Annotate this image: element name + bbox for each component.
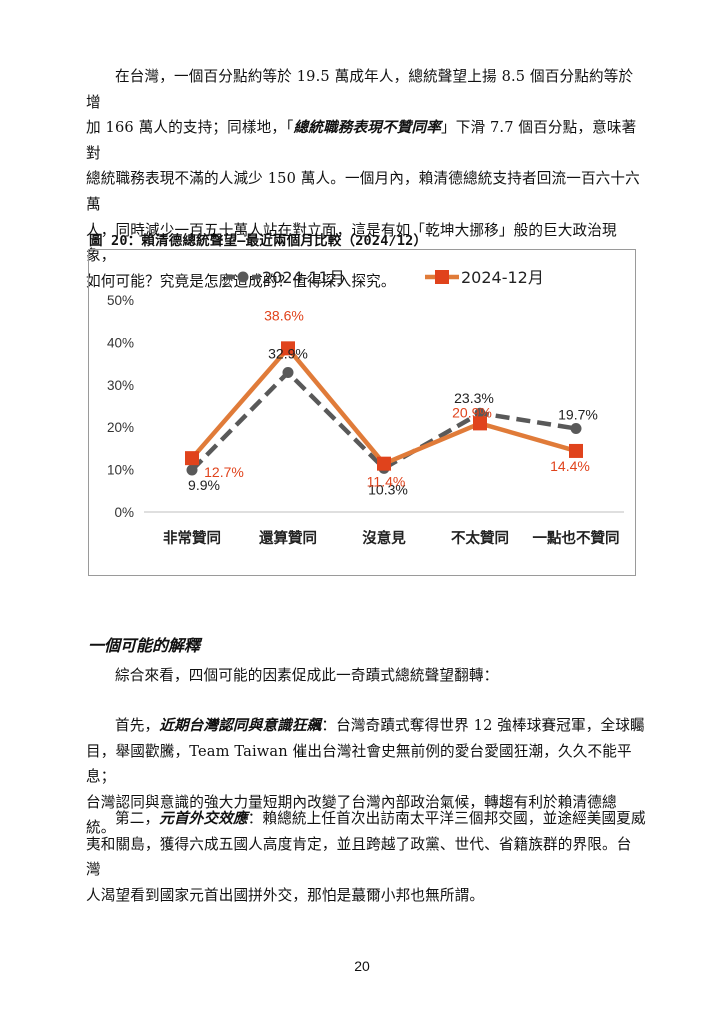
approval-chart: 0% 10% 20% 30% 40% 50% 非常贊同 還算贊同 沒意見 不太贊同 一點也不贊同 9.… (88, 249, 636, 576)
data-point-marker (377, 456, 391, 471)
x-category-label: 沒意見 (362, 529, 406, 547)
y-tick-label: 30% (107, 378, 134, 393)
factor-two-title: 元首外交效應 (159, 810, 248, 827)
series-line-0 (190, 370, 577, 472)
x-category-label: 一點也不贊同 (533, 529, 620, 547)
factor-one-line-2: 目，舉國歡騰，Team Taiwan 催出台灣社會史無前例的愛台愛國狂潮，久久不… (86, 742, 632, 786)
chart-canvas: 0% 10% 20% 30% 40% 50% 非常贊同 還算贊同 沒意見 不太贊同 一點也不贊同 9.… (107, 268, 624, 547)
data-label: 32.9% (268, 346, 308, 362)
factor-two-line-2: 夷和關島，獲得六成五國人高度肯定，並且跨越了政黨、世代、省籍族群的界限。台灣 (86, 835, 632, 879)
data-label: 14.4% (550, 458, 590, 474)
data-point-marker (569, 443, 583, 458)
data-point-marker (474, 407, 486, 419)
data-point-marker (185, 451, 199, 466)
y-tick-label: 0% (114, 505, 134, 520)
data-label: 23.3% (454, 390, 494, 406)
intro-line-4: 人，同時減少一百五十萬人站在對立面，這是有如「乾坤大挪移」般的巨大政治現象， (86, 221, 617, 265)
factor-two-line-1: 第二，元首外交效應：賴總統上任首次出訪南太平洋三個邦交國，並途經美國夏威 (115, 810, 646, 827)
y-tick-label: 40% (107, 335, 134, 350)
data-point-marker (281, 341, 295, 356)
data-point-marker (186, 464, 198, 476)
x-category-label: 不太贊同 (451, 529, 509, 547)
intro-paragraph: 在台灣，一個百分點約等於 19.5 萬成年人，總統聲望上揚 8.5 個百分點約等… (86, 64, 646, 294)
data-point-marker (282, 367, 294, 379)
figure-caption: 圖 20：賴清德總統聲望—最近兩個月比較（2024/12） (89, 233, 428, 249)
data-point-marker (473, 416, 487, 431)
factor-one-line-3: 台灣認同與意識的強大力量短期內改變了台灣內部政治氣候，轉趨有利於賴清德總統。 (86, 793, 617, 837)
summary-line: 綜合來看，四個可能的因素促成此一奇蹟式總統聲望翻轉： (115, 667, 499, 684)
factor-one-title: 近期台灣認同與意識狂飆 (159, 717, 322, 734)
page-number: 20 (354, 958, 370, 974)
intro-line-3: 總統職務表現不滿的人減少 150 萬人。一個月內，賴清德總統支持者回流一百六十六… (86, 170, 640, 213)
section-heading: 一個可能的解釋 (88, 636, 201, 655)
series-line-1 (190, 346, 577, 466)
factor-two-paragraph: 第二，元首外交效應：賴總統上任首次出訪南太平洋三個邦交國，並途經美國夏威 夷和關… (86, 806, 646, 908)
y-tick-label: 50% (107, 293, 134, 308)
legend-marker (237, 271, 249, 283)
legend-marker (435, 270, 449, 284)
data-label: 11.4% (367, 474, 406, 490)
factor-one-paragraph: 首先，近期台灣認同與意識狂飆：台灣奇蹟式奪得世界 12 強棒球賽冠軍，全球矚 目… (86, 713, 646, 841)
data-label: 38.6% (264, 307, 304, 323)
data-label: 9.9% (188, 477, 220, 493)
emphasis-disapproval: 總統職務表現不贊同率 (293, 119, 441, 137)
intro-line-2: 加 166 萬人的支持；同樣地，「總統職務表現不贊同率」下滑 7.7 個百分點，… (86, 119, 637, 162)
factor-one-line-1: 首先，近期台灣認同與意識狂飆：台灣奇蹟式奪得世界 12 強棒球賽冠軍，全球矚 (115, 717, 645, 734)
factor-two-line-3: 人渴望看到國家元首出國拼外交，那怕是蕞爾小邦也無所謂。 (86, 886, 485, 904)
legend-label: 2024-12月 (461, 268, 544, 287)
data-label: 10.3% (368, 481, 408, 497)
data-label: 19.7% (558, 406, 598, 422)
x-category-label: 非常贊同 (163, 529, 221, 547)
summary-paragraph: 綜合來看，四個可能的因素促成此一奇蹟式總統聲望翻轉： (86, 663, 646, 689)
data-point-marker (570, 422, 582, 434)
intro-line-1: 在台灣，一個百分點約等於 19.5 萬成年人，總統聲望上揚 8.5 個百分點約等… (86, 68, 634, 111)
data-label: 20.9% (452, 404, 492, 420)
legend-label: 2024-11月 (262, 268, 345, 287)
data-label: 12.7% (204, 464, 244, 480)
y-tick-label: 10% (107, 463, 134, 478)
y-tick-label: 20% (107, 420, 134, 435)
x-category-label: 還算贊同 (259, 529, 317, 547)
